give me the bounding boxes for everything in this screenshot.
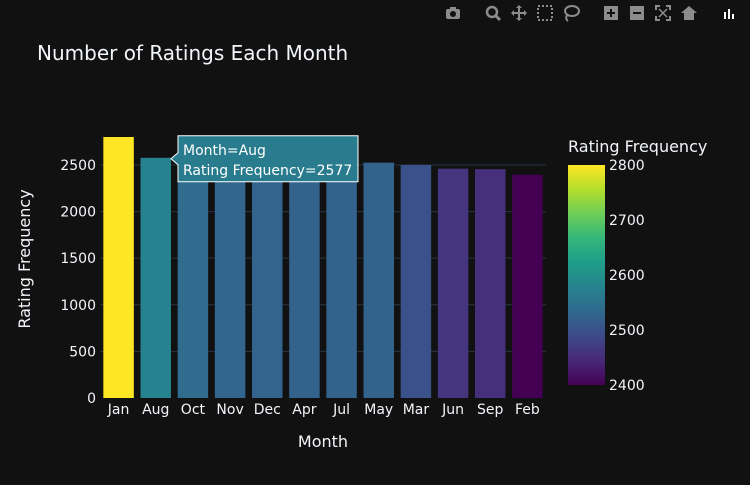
colorbar-gradient xyxy=(568,165,605,385)
lasso-icon[interactable] xyxy=(558,2,584,24)
pan-icon[interactable] xyxy=(506,2,532,24)
bar-nov[interactable] xyxy=(214,162,246,398)
bar-feb[interactable] xyxy=(512,174,543,398)
y-axis-label: Rating Frequency xyxy=(15,189,34,328)
bar-jun[interactable] xyxy=(437,168,469,398)
autoscale-icon[interactable] xyxy=(650,2,676,24)
x-tick-label: Jan xyxy=(107,402,130,418)
x-tick-label: Mar xyxy=(403,402,430,418)
y-tick-label: 2500 xyxy=(60,158,96,174)
tooltip-line: Rating Frequency=2577 xyxy=(183,163,352,179)
bar-mar[interactable] xyxy=(400,164,432,398)
bar-aug[interactable] xyxy=(140,157,171,398)
y-tick-label: 2000 xyxy=(60,205,96,221)
modebar xyxy=(440,2,742,24)
y-tick-label: 500 xyxy=(69,344,96,360)
x-tick-label: Aug xyxy=(142,402,169,418)
colorbar-tick-label: 2400 xyxy=(609,378,645,394)
bar-jul[interactable] xyxy=(326,162,357,398)
x-tick-label: Dec xyxy=(254,402,281,418)
x-tick-label: May xyxy=(364,402,393,418)
bar-oct[interactable] xyxy=(177,161,209,398)
y-tick-label: 0 xyxy=(87,391,96,407)
y-tick-label: 1000 xyxy=(60,298,96,314)
x-tick-label: Sep xyxy=(477,402,504,418)
x-axis-ticks: Jan Aug Oct Nov Dec Apr Jul May Mar Jun Sep Feb xyxy=(107,402,540,418)
gridlines xyxy=(100,164,546,352)
bar-dec[interactable] xyxy=(252,162,283,398)
x-tick-label: Oct xyxy=(181,402,206,418)
bar-sep[interactable] xyxy=(475,169,506,398)
tooltip-line: Month=Aug xyxy=(183,143,266,159)
chart-title: Number of Ratings Each Month xyxy=(37,41,348,65)
x-tick-label: Apr xyxy=(292,402,316,418)
reset-axes-icon[interactable] xyxy=(676,2,702,24)
zoom-out-icon[interactable] xyxy=(624,2,650,24)
x-tick-label: Nov xyxy=(216,402,243,418)
zoom-in-icon[interactable] xyxy=(598,2,624,24)
bars xyxy=(103,137,543,398)
tooltip-box xyxy=(170,135,359,183)
x-tick-label: Feb xyxy=(515,402,540,418)
box-select-icon[interactable] xyxy=(532,2,558,24)
x-tick-label: Jun xyxy=(441,402,464,418)
zoom-icon[interactable] xyxy=(480,2,506,24)
colorbar-tick-label: 2800 xyxy=(609,158,645,174)
x-axis-label: Month xyxy=(298,432,348,451)
colorbar-tick-label: 2700 xyxy=(609,213,645,229)
colorbar: Rating Frequency 2400 2500 2600 2700 2800 xyxy=(568,137,707,394)
camera-icon[interactable] xyxy=(440,2,466,24)
y-axis-ticks: 0 500 1000 1500 2000 2500 xyxy=(60,158,96,407)
y-tick-label: 1500 xyxy=(60,251,96,267)
bar-jan[interactable] xyxy=(103,137,134,398)
colorbar-title: Rating Frequency xyxy=(568,137,707,156)
colorbar-tick-label: 2500 xyxy=(609,323,645,339)
bar-apr[interactable] xyxy=(289,162,320,398)
colorbar-tick-label: 2600 xyxy=(609,268,645,284)
hover-tooltip: Month=Aug Rating Frequency=2577 xyxy=(170,135,359,183)
colorbar-ticks: 2400 2500 2600 2700 2800 xyxy=(609,158,645,394)
plotly-logo-icon[interactable] xyxy=(716,2,742,24)
x-tick-label: Jul xyxy=(332,402,350,418)
bar-may[interactable] xyxy=(363,162,394,398)
